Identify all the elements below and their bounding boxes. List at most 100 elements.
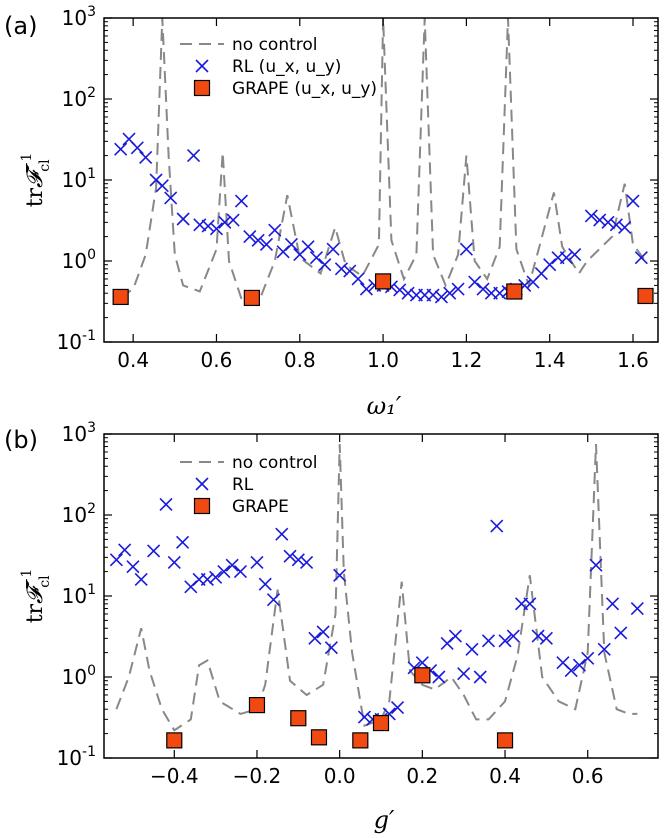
rl-marker-stroke (523, 597, 537, 611)
rl-marker-stroke (543, 258, 557, 272)
rl-marker (258, 577, 272, 591)
rl-marker (291, 553, 305, 567)
rl-marker-stroke (443, 286, 457, 300)
x-tick-label: 1.6 (617, 348, 649, 372)
y-axis-title-text: tr𝓕cl−1 (19, 569, 53, 624)
rl-marker (543, 258, 557, 272)
rl-marker (130, 141, 144, 155)
rl-marker-stroke (426, 288, 440, 302)
rl-marker-stroke (201, 219, 215, 233)
rl-marker (209, 570, 223, 584)
rl-marker-stroke (351, 272, 365, 286)
rl-marker (498, 634, 512, 648)
rl-marker (581, 651, 595, 665)
rl-marker-stroke (559, 251, 573, 265)
rl-marker (251, 233, 265, 247)
rl-marker-stroke (393, 283, 407, 297)
rl-marker (275, 527, 289, 541)
rl-marker-stroke (506, 629, 520, 643)
y-tick-label: 103 (62, 4, 96, 30)
rl-marker-stroke (493, 286, 507, 300)
rl-marker-stroke (134, 572, 148, 587)
rl-marker (309, 251, 324, 265)
grape-marker (414, 667, 431, 684)
panel-b-y-axis-title: tr𝓕cl−1 (19, 569, 53, 624)
rl-marker (217, 565, 231, 579)
y-tick-label: 10-1 (57, 328, 96, 354)
rl-marker-stroke (459, 242, 473, 256)
rl-marker-stroke (122, 132, 136, 146)
rl-marker-stroke (601, 215, 615, 229)
rl-marker-stroke (268, 223, 282, 237)
rl-marker (176, 212, 190, 226)
data-layer (112, 18, 654, 307)
rl-marker-stroke (384, 280, 398, 294)
rl-marker (523, 597, 537, 611)
legend-label: no control (232, 35, 318, 55)
rl-marker-stroke (234, 194, 249, 208)
rl-marker (201, 219, 215, 233)
rl-marker (308, 631, 322, 645)
grape-marker (372, 714, 390, 732)
rl-marker-stroke (564, 664, 578, 678)
rl-marker (473, 670, 487, 684)
rl-marker (243, 230, 257, 244)
rl-marker (531, 629, 545, 643)
rl-marker (451, 282, 465, 296)
rl-marker (597, 642, 611, 656)
x-tick-label: 1.4 (534, 348, 566, 372)
rl-marker-stroke (275, 527, 289, 541)
rl-marker-stroke (251, 233, 265, 247)
legend-label: GRAPE (232, 497, 289, 517)
rl-marker-stroke (155, 179, 169, 193)
rl-marker (443, 286, 457, 300)
panel-b-plot-area: −0.4 −0.2 0.0 0.2 0.4 0.6 10-1 100 101 102 103 no c… (57, 420, 659, 788)
legend-swatch-grape (193, 497, 211, 515)
rl-marker (167, 555, 181, 569)
rl-marker-stroke (589, 558, 603, 572)
rl-marker (118, 543, 132, 557)
x-tick-label: 1.2 (450, 348, 482, 372)
rl-marker (393, 283, 407, 297)
rl-marker-stroke (209, 222, 224, 236)
rl-marker-stroke (401, 286, 415, 300)
rl-marker (593, 213, 607, 227)
rl-marker (218, 215, 232, 229)
rl-marker-stroke (618, 220, 632, 234)
rl-marker (268, 223, 282, 237)
rl-marker-stroke (614, 626, 628, 640)
rl-marker (426, 288, 440, 302)
no-control-line (115, 444, 638, 732)
rl-marker-stroke (465, 642, 479, 656)
legend-label: GRAPE (u_x, u_y) (232, 79, 377, 99)
rl-marker (434, 290, 448, 304)
rl-marker (634, 251, 648, 265)
rl-marker (481, 634, 496, 648)
no-control-line (120, 18, 647, 305)
rl-marker (568, 248, 582, 262)
legend-label: RL (u_x, u_y) (232, 57, 341, 77)
legend-label: no control (232, 453, 318, 473)
rl-marker (614, 626, 628, 640)
rl-marker (584, 209, 598, 223)
rl-marker (390, 700, 405, 715)
rl-marker-stroke (316, 625, 330, 639)
x-tick-label: 0.6 (572, 764, 604, 788)
rl-marker (233, 565, 247, 579)
rl-marker (351, 272, 365, 286)
rl-marker-stroke (114, 142, 128, 156)
rl-marker-stroke (476, 282, 490, 296)
rl-marker-stroke (164, 191, 178, 205)
y-tick-label: 101 (62, 166, 96, 192)
grape-marker (248, 696, 266, 714)
rl-marker (155, 179, 169, 193)
rl-marker (114, 142, 128, 156)
grape-marker (166, 732, 183, 749)
rl-marker (559, 251, 573, 265)
panel-b-label: (b) (4, 426, 38, 454)
grape-marker (243, 289, 260, 307)
rl-marker (164, 191, 178, 205)
rl-marker-stroke (200, 572, 214, 587)
rl-marker-stroke (481, 634, 496, 648)
